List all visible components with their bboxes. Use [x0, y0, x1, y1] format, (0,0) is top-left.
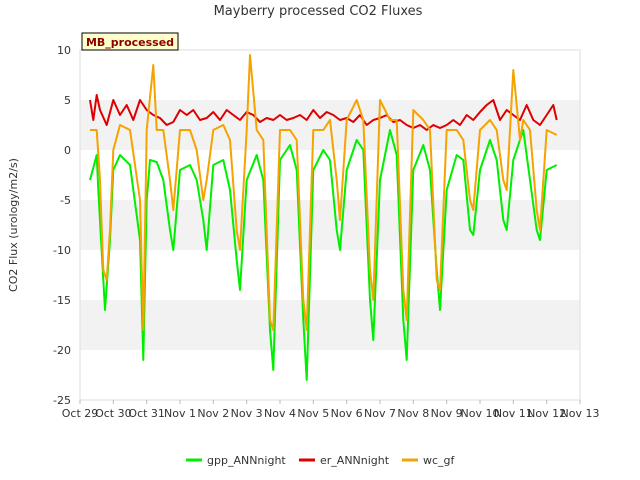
x-tick-label: Nov 5: [297, 407, 329, 420]
badge-label: MB_processed: [86, 36, 174, 49]
series-layer: [89, 54, 558, 381]
y-tick-label: -20: [53, 344, 71, 357]
legend-label: er_ANNnight: [320, 454, 390, 467]
y-tick-label: 5: [64, 94, 71, 107]
x-tick-label: Oct 30: [95, 407, 132, 420]
x-tick-label: Nov 11: [494, 407, 533, 420]
y-tick-label: -10: [53, 244, 71, 257]
y-tick-label: 0: [64, 144, 71, 157]
x-tick-label: Nov 12: [527, 407, 566, 420]
plot-frame: [79, 49, 581, 401]
x-tick-label: Oct 31: [128, 407, 165, 420]
x-tick-label: Nov 9: [431, 407, 463, 420]
x-tick-label: Nov 2: [197, 407, 229, 420]
legend: gpp_ANNnight er_ANNnight wc_gf: [186, 454, 456, 467]
y-tick-label: -5: [60, 194, 71, 207]
y-tick-label: -15: [53, 294, 71, 307]
x-tick-label: Nov 8: [397, 407, 429, 420]
series-line-wc_gf: [90, 54, 558, 331]
x-tick-label: Nov 10: [461, 407, 500, 420]
y-tick-label: 10: [57, 44, 71, 57]
plot-area: [79, 49, 581, 401]
badge-box: [81, 32, 179, 51]
x-tick-label: Nov 4: [264, 407, 296, 420]
legend-label: gpp_ANNnight: [207, 454, 286, 467]
legend-label: wc_gf: [423, 454, 456, 467]
x-tick-label: Nov 6: [331, 407, 363, 420]
x-tick-label: Nov 3: [231, 407, 263, 420]
series-line-gpp_ANNnight: [89, 129, 558, 381]
y-tick-label: -25: [53, 394, 71, 407]
grid-band: [80, 300, 580, 350]
y-axis-label: CO2 Flux (urology/m2/s): [7, 158, 20, 292]
x-tick-label: Oct 29: [62, 407, 99, 420]
y-axis: -25 -20 -15 -10 -5 0 5 10: [53, 44, 71, 407]
series-line-er_ANNnight: [89, 94, 558, 131]
x-tick-label: Nov 13: [561, 407, 600, 420]
grid-band: [80, 200, 580, 250]
chart-title: Mayberry processed CO2 Fluxes: [214, 4, 423, 19]
dataset-badge: MB_processed: [81, 32, 179, 51]
x-tick-label: Nov 7: [364, 407, 396, 420]
x-tick-label: Nov 1: [164, 407, 196, 420]
